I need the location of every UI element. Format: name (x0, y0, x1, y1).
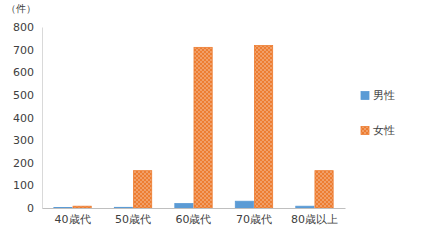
y-tick: 200 (13, 157, 42, 170)
y-tick: 300 (13, 134, 42, 147)
bar (254, 46, 272, 208)
bar (235, 201, 253, 208)
y-axis-title: （件） (6, 3, 36, 14)
y-tick-label: 800 (13, 21, 34, 34)
y-tick-label: 200 (13, 157, 34, 170)
bar (114, 207, 132, 208)
bar (194, 47, 212, 208)
y-tick-label: 300 (13, 134, 34, 147)
bar (175, 203, 193, 208)
x-tick: 40歳代 (55, 208, 91, 226)
bar (54, 207, 72, 208)
bar (296, 206, 314, 208)
y-tick-label: 700 (13, 44, 34, 57)
y-tick: 800 (13, 21, 42, 34)
y-tick: 100 (13, 179, 42, 192)
plot: 0 100 200 300 400 500 600 700 800 40歳代 50歳代 60歳代 70歳… (13, 21, 346, 226)
series (54, 201, 314, 208)
y-tick-label: 500 (13, 89, 34, 102)
x-axis-line (43, 208, 346, 209)
x-tick-label: 40歳代 (55, 213, 91, 226)
x-tick: 60歳代 (176, 208, 212, 226)
x-tick-label: 60歳代 (176, 213, 212, 226)
x-tick: 80歳以上 (291, 208, 338, 226)
y-axis: 0 100 200 300 400 500 600 700 800 (13, 21, 43, 215)
legend-label: 女性 (373, 124, 395, 137)
x-tick-label: 80歳以上 (291, 213, 338, 226)
y-tick-label: 0 (27, 202, 34, 215)
bars (54, 46, 333, 208)
legend-swatch (361, 127, 369, 135)
x-axis: 40歳代 50歳代 60歳代 70歳代 80歳以上 (43, 208, 346, 226)
series (73, 46, 333, 208)
y-tick: 0 (27, 202, 42, 215)
y-tick: 400 (13, 112, 42, 125)
x-tick: 50歳代 (115, 208, 151, 226)
y-tick-label: 400 (13, 112, 34, 125)
y-tick: 500 (13, 89, 42, 102)
legend-label: 男性 (373, 89, 395, 102)
bar (134, 171, 152, 208)
bar (315, 171, 333, 208)
x-tick-label: 70歳代 (236, 213, 272, 226)
x-tick-label: 50歳代 (115, 213, 151, 226)
y-axis-line (42, 28, 43, 209)
x-tick: 70歳代 (236, 208, 272, 226)
y-tick: 600 (13, 66, 42, 79)
legend: 男性女性 (361, 89, 395, 137)
y-tick-label: 100 (13, 179, 34, 192)
chart: 0 100 200 300 400 500 600 700 800 40歳代 50歳代 60歳代 70歳… (0, 0, 423, 237)
y-tick: 700 (13, 44, 42, 57)
bar (73, 206, 91, 208)
legend-swatch (361, 92, 369, 100)
y-tick-label: 600 (13, 66, 34, 79)
